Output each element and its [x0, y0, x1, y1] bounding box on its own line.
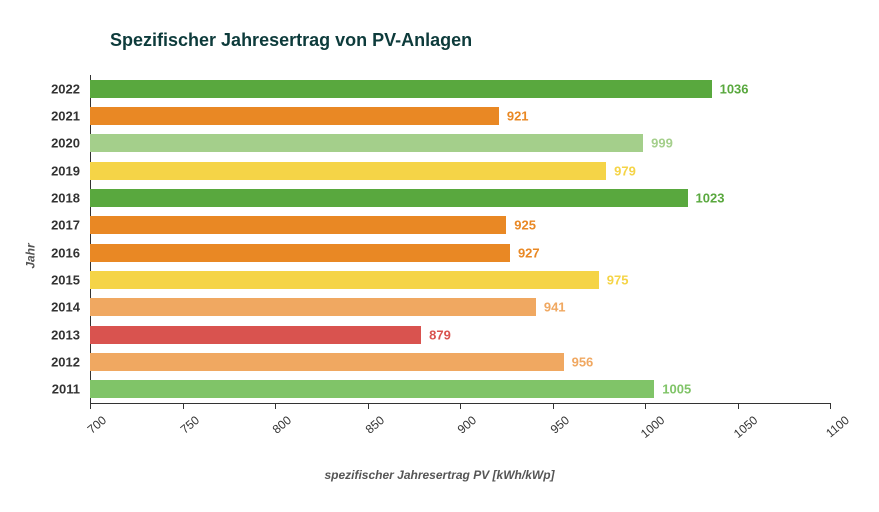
x-axis-label: spezifischer Jahresertrag PV [kWh/kWp] — [324, 468, 554, 482]
bar-value-label: 975 — [607, 272, 629, 287]
x-tick — [830, 403, 831, 409]
bars-container: 20221036 2021921 2020999 2019979 20181023 201… — [90, 75, 830, 435]
x-tick — [738, 403, 739, 409]
bar: 956 — [90, 353, 564, 371]
year-label: 2017 — [51, 218, 80, 233]
bar: 979 — [90, 162, 606, 180]
year-label: 2018 — [51, 190, 80, 205]
bar-value-label: 1036 — [720, 81, 749, 96]
x-tick — [183, 403, 184, 409]
bar-row: 2013879 — [90, 326, 830, 344]
bar-value-label: 927 — [518, 245, 540, 260]
bar-value-label: 1005 — [662, 382, 691, 397]
bar: 1005 — [90, 380, 654, 398]
bar-row: 2021921 — [90, 107, 830, 125]
x-tick — [90, 403, 91, 409]
x-tick — [553, 403, 554, 409]
bar-value-label: 979 — [614, 163, 636, 178]
bar: 925 — [90, 216, 506, 234]
bar: 1023 — [90, 189, 688, 207]
bar: 927 — [90, 244, 510, 262]
year-label: 2022 — [51, 81, 80, 96]
bar-row: 20111005 — [90, 380, 830, 398]
bar-row: 2017925 — [90, 216, 830, 234]
chart-title: Spezifischer Jahresertrag von PV-Anlagen — [110, 30, 472, 51]
year-label: 2020 — [51, 136, 80, 151]
y-axis-label: Jahr — [24, 243, 38, 268]
bar-value-label: 925 — [514, 218, 536, 233]
bar-value-label: 999 — [651, 136, 673, 151]
year-label: 2012 — [51, 354, 80, 369]
bar-row: 20221036 — [90, 80, 830, 98]
year-label: 2019 — [51, 163, 80, 178]
plot-area: 20221036 2021921 2020999 2019979 20181023 201… — [90, 75, 830, 435]
bar-value-label: 941 — [544, 300, 566, 315]
bar: 975 — [90, 271, 599, 289]
bar: 879 — [90, 326, 421, 344]
bar-row: 20181023 — [90, 189, 830, 207]
bar: 1036 — [90, 80, 712, 98]
year-label: 2011 — [52, 382, 80, 397]
year-label: 2014 — [51, 300, 80, 315]
x-tick — [645, 403, 646, 409]
year-label: 2016 — [51, 245, 80, 260]
bar-row: 2015975 — [90, 271, 830, 289]
bar-value-label: 956 — [572, 354, 594, 369]
bar-value-label: 879 — [429, 327, 451, 342]
year-label: 2013 — [51, 327, 80, 342]
bar-value-label: 1023 — [696, 190, 725, 205]
bar: 941 — [90, 298, 536, 316]
bar: 999 — [90, 134, 643, 152]
year-label: 2015 — [51, 272, 80, 287]
x-tick — [368, 403, 369, 409]
x-tick — [275, 403, 276, 409]
bar-row: 2020999 — [90, 134, 830, 152]
bar-row: 2016927 — [90, 244, 830, 262]
year-label: 2021 — [51, 108, 80, 123]
x-tick — [460, 403, 461, 409]
bar-row: 2012956 — [90, 353, 830, 371]
bar: 921 — [90, 107, 499, 125]
bar-value-label: 921 — [507, 108, 529, 123]
bar-row: 2019979 — [90, 162, 830, 180]
bar-row: 2014941 — [90, 298, 830, 316]
